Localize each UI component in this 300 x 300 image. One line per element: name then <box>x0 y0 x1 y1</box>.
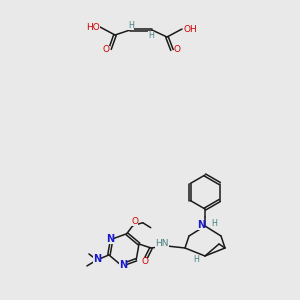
Text: N: N <box>106 234 114 244</box>
Text: HO: HO <box>86 22 100 32</box>
Text: H: H <box>128 20 134 29</box>
Text: OH: OH <box>183 25 197 34</box>
Text: N: N <box>93 254 101 264</box>
Text: O: O <box>131 217 138 226</box>
Text: H: H <box>148 31 154 40</box>
Text: O: O <box>142 257 148 266</box>
Text: O: O <box>103 46 110 55</box>
Text: HN: HN <box>155 239 169 248</box>
Text: O: O <box>173 44 181 53</box>
Text: H: H <box>211 218 217 227</box>
Text: N: N <box>119 260 127 270</box>
Text: N: N <box>197 220 205 230</box>
Text: H: H <box>193 254 199 263</box>
